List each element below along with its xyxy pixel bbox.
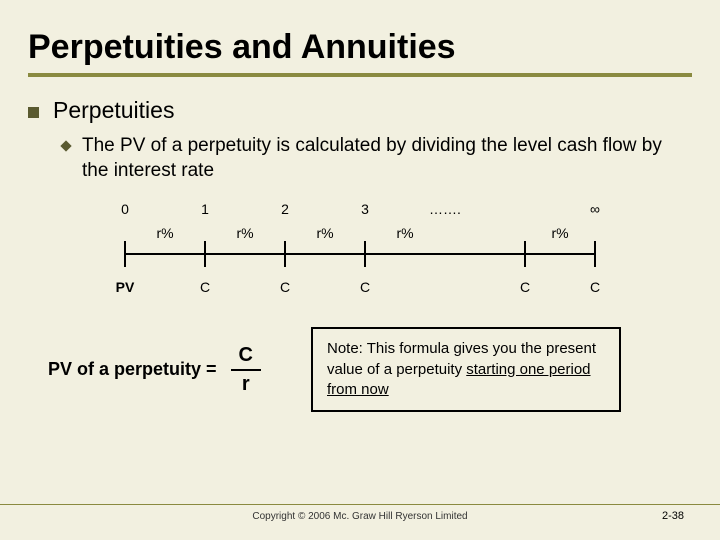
timeline-cashflow-label: C <box>590 279 600 295</box>
page-number: 2-38 <box>662 510 684 522</box>
timeline-rate-label: r% <box>551 225 568 241</box>
timeline-tick <box>284 241 286 267</box>
timeline-rate-label: r% <box>156 225 173 241</box>
timeline-tick <box>204 241 206 267</box>
formula-fraction: C r <box>231 344 261 396</box>
bullet-level2: The PV of a perpetuity is calculated by … <box>62 134 692 183</box>
timeline-tick <box>124 241 126 267</box>
formula-label: PV of a perpetuity = <box>48 359 217 380</box>
timeline-period-label: 2 <box>281 201 289 217</box>
timeline-cashflow-label: C <box>520 279 530 295</box>
square-bullet-icon <box>28 107 39 118</box>
timeline-period-label: 3 <box>361 201 369 217</box>
formula-row: PV of a perpetuity = C r Note: This form… <box>28 327 692 412</box>
timeline-tick <box>524 241 526 267</box>
timeline-tick <box>364 241 366 267</box>
copyright-footer: Copyright © 2006 Mc. Graw Hill Ryerson L… <box>0 504 720 522</box>
timeline-period-label: ……. <box>429 201 461 217</box>
fraction-denominator: r <box>234 371 258 396</box>
timeline-pv-label: PV <box>116 279 135 295</box>
level1-text: Perpetuities <box>53 97 174 124</box>
diamond-bullet-icon <box>60 140 71 151</box>
timeline-rate-label: r% <box>236 225 253 241</box>
timeline-period-label: 0 <box>121 201 129 217</box>
timeline-period-label: 1 <box>201 201 209 217</box>
timeline-cashflow-label: C <box>200 279 210 295</box>
timeline-cashflow-label: C <box>280 279 290 295</box>
level2-text: The PV of a perpetuity is calculated by … <box>82 134 692 183</box>
timeline-diagram: 0123…….∞r%r%r%r%r%PVCCCCC <box>125 201 595 309</box>
timeline-period-label: ∞ <box>590 201 600 217</box>
timeline-tick <box>594 241 596 267</box>
bullet-level1: Perpetuities <box>28 97 692 124</box>
fraction-numerator: C <box>231 344 261 369</box>
note-box: Note: This formula gives you the present… <box>311 327 621 412</box>
slide-title: Perpetuities and Annuities <box>28 28 692 77</box>
timeline-cashflow-label: C <box>360 279 370 295</box>
timeline-rate-label: r% <box>396 225 413 241</box>
timeline-rate-label: r% <box>316 225 333 241</box>
